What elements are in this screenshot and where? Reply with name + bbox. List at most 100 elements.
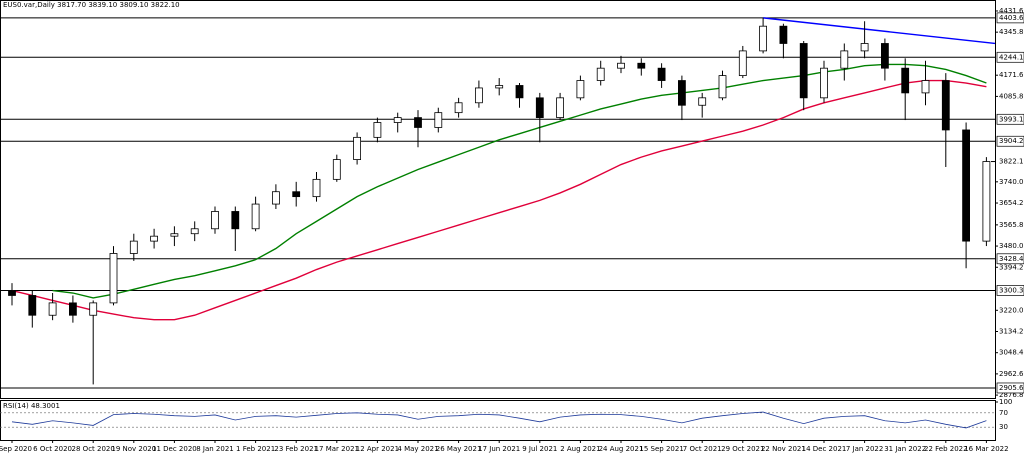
- candle-body: [454, 102, 463, 114]
- candle-body: [921, 80, 930, 94]
- candle-body: [150, 235, 159, 242]
- candle-body: [332, 159, 341, 180]
- level-label-box: [996, 253, 1024, 265]
- y-tick-label: 3048.40: [999, 349, 1024, 357]
- level-label-box: [996, 51, 1024, 63]
- level-label: 2905.60: [999, 384, 1024, 392]
- x-tick-label: 29 Oct 2021: [721, 445, 764, 453]
- y-tick-label: 4085.80: [999, 92, 1024, 100]
- y-tick-label: 4431.60: [999, 7, 1024, 15]
- candle-body: [657, 67, 666, 81]
- level-label: 3904.28: [999, 137, 1024, 145]
- x-tick-label: 6 Oct 2020: [33, 445, 72, 453]
- level-label: 4403.63: [999, 14, 1024, 22]
- candle-body: [901, 67, 910, 94]
- candle-body: [596, 67, 605, 81]
- y-tick-label: 2876.80: [999, 391, 1024, 399]
- candle-body: [820, 67, 828, 99]
- candle-body: [474, 87, 483, 104]
- x-tick-label: 2 Aug 2021: [560, 445, 600, 453]
- candle-body: [393, 117, 402, 123]
- chart-title: EUS0.var,Daily 3817.70 3839.10 3809.10 3…: [3, 1, 180, 9]
- candle-body: [637, 62, 646, 69]
- x-tick-label: 4 Sep 2020: [0, 445, 32, 453]
- candle-body: [617, 62, 625, 69]
- x-tick-label: 28 Oct 2020: [72, 445, 115, 453]
- candle-body: [8, 290, 16, 296]
- level-label: 3993.17: [999, 115, 1024, 123]
- rsi-title: RSI(14) 48.3001: [3, 402, 60, 410]
- candle-body: [312, 178, 321, 198]
- candle-body: [860, 43, 869, 52]
- x-tick-label: 16 Mar 2022: [964, 445, 1008, 453]
- candle-body: [799, 43, 808, 99]
- y-tick-label: 3220.00: [999, 306, 1024, 314]
- candle-body: [982, 161, 991, 242]
- y-tick-label: 3134.20: [999, 327, 1024, 335]
- candle-body: [28, 295, 37, 316]
- x-tick-label: 4 May 2021: [397, 445, 438, 453]
- candle-body: [353, 136, 362, 160]
- y-tick-label: 3480.00: [999, 242, 1024, 250]
- x-tick-label: 8 Jan 2021: [196, 445, 234, 453]
- y-tick-label: 4171.60: [999, 71, 1024, 79]
- candle-body: [779, 25, 788, 44]
- candle-body: [718, 75, 727, 99]
- candle-body: [271, 191, 280, 205]
- level-label: 3300.37: [999, 286, 1024, 294]
- x-tick-label: 11 Dec 2020: [152, 445, 197, 453]
- candle-body: [738, 50, 747, 76]
- candle-body: [759, 25, 767, 52]
- x-tick-label: 14 Dec 2021: [802, 445, 847, 453]
- x-tick-label: 26 May 2021: [436, 445, 482, 453]
- candle-body: [414, 117, 422, 128]
- candle-body: [211, 211, 219, 230]
- rsi-tick-label: 100: [999, 398, 1012, 406]
- moving-average: [52, 63, 987, 299]
- candle-body: [231, 211, 240, 230]
- x-tick-label: 19 Nov 2020: [111, 445, 156, 453]
- x-tick-label: 17 Mar 2021: [315, 445, 359, 453]
- candle-body: [515, 85, 524, 99]
- level-label-box: [996, 285, 1024, 296]
- candle-body: [69, 302, 77, 316]
- trendline: [763, 17, 996, 45]
- x-tick-label: 7 Jan 2022: [846, 445, 884, 453]
- candle-body: [840, 50, 849, 69]
- candle-body: [556, 97, 564, 118]
- candle-body: [129, 240, 138, 254]
- candle-body: [109, 253, 118, 304]
- candle-body: [292, 191, 301, 198]
- x-tick-label: 12 Apr 2021: [356, 445, 399, 453]
- candle-body: [190, 228, 199, 235]
- y-tick-label: 4345.80: [999, 28, 1024, 36]
- y-tick-label: 3740.00: [999, 178, 1024, 186]
- candle-body: [881, 43, 889, 69]
- x-tick-label: 17 Jun 2021: [478, 445, 520, 453]
- candle-body: [495, 85, 504, 89]
- x-tick-label: 22 Nov 2021: [761, 445, 806, 453]
- y-tick-label: 3565.80: [999, 221, 1024, 229]
- x-tick-label: 7 Oct 2021: [683, 445, 722, 453]
- candle-body: [48, 302, 57, 316]
- x-tick-label: 22 Feb 2022: [924, 445, 968, 453]
- candle-body: [576, 80, 585, 99]
- last-price-label: 3822.10: [999, 158, 1024, 166]
- main-pane: [0, 0, 996, 399]
- level-label-box: [996, 113, 1024, 125]
- rsi-pane: [0, 400, 996, 441]
- candle-body: [251, 203, 260, 230]
- y-tick-label: 2962.60: [999, 370, 1024, 378]
- candle-body: [941, 80, 950, 131]
- y-tick-label: 3654.20: [999, 199, 1024, 207]
- x-tick-label: 15 Sep 2021: [639, 445, 683, 453]
- candle-body: [170, 233, 179, 237]
- level-label: 4244.15: [999, 53, 1024, 61]
- y-tick-label: 3394.20: [999, 263, 1024, 271]
- candle-body: [434, 112, 443, 128]
- x-tick-label: 31 Jan 2022: [884, 445, 926, 453]
- candle-body: [89, 302, 98, 316]
- candle-body: [373, 122, 382, 138]
